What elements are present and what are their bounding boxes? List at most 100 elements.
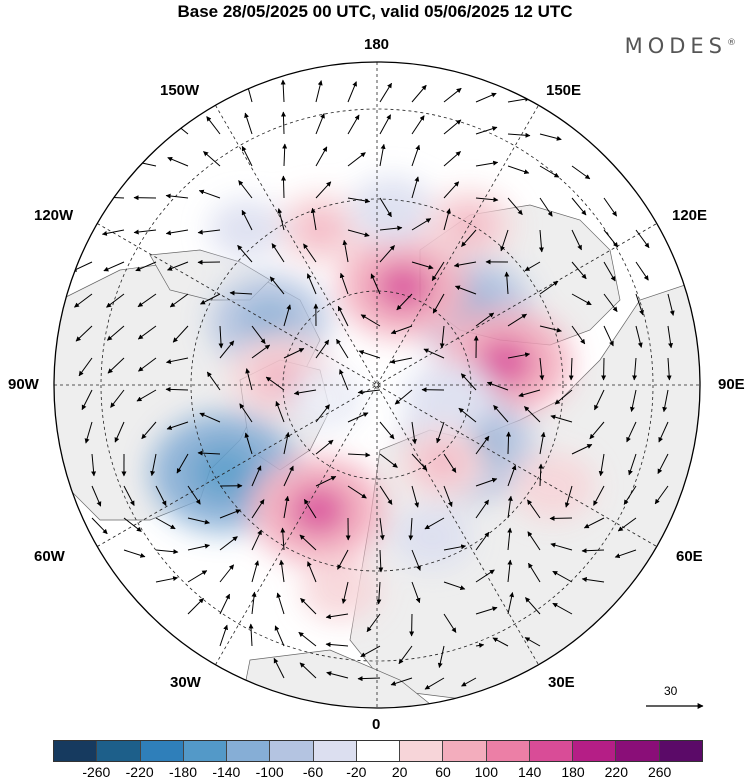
wind-arrow [443, 208, 451, 231]
wind-arrow [187, 517, 210, 525]
wind-arrow [300, 597, 317, 615]
wind-arrow [458, 407, 477, 423]
wind-arrow [539, 280, 559, 295]
wind-arrow [283, 304, 292, 327]
wind-arrow [376, 581, 382, 605]
wind-arrow [198, 189, 221, 199]
wind-arrow [110, 389, 125, 408]
wind-arrow [283, 348, 305, 359]
wind-arrow [137, 325, 157, 340]
wind-arrow [460, 373, 477, 391]
wind-arrow [411, 84, 427, 103]
wind-arrow [187, 570, 208, 583]
wind-arrow [629, 389, 637, 413]
wind-arrow [280, 111, 286, 135]
colorbar-swatch [529, 741, 574, 761]
wind-arrow [564, 485, 573, 508]
wind-arrow [299, 662, 317, 679]
wind-arrow [424, 517, 445, 530]
anomaly-core [414, 521, 451, 552]
anomaly-core [429, 380, 470, 415]
wind-arrow [378, 549, 384, 573]
wind-arrow [539, 325, 562, 333]
wind-arrow [203, 151, 221, 167]
wind-arrow [219, 564, 235, 583]
wind-arrow [628, 453, 637, 476]
colorbar-swatch [616, 741, 660, 761]
wind-arrow [623, 485, 637, 505]
wind-arrow [279, 559, 285, 583]
wind-arrow [103, 261, 125, 272]
wind-arrow [443, 119, 462, 135]
wind-arrow [539, 133, 562, 141]
wind-arrow [229, 290, 253, 296]
wind-arrow [199, 412, 221, 423]
colorbar-swatch [573, 741, 617, 761]
wind-arrow [550, 414, 573, 423]
wind-arrow [315, 113, 325, 135]
colorbar-tick-label: 260 [647, 764, 672, 780]
wind-arrow [662, 389, 669, 413]
wind-arrow [133, 229, 157, 235]
wind-arrow [299, 534, 317, 551]
colorbar-swatch [270, 741, 314, 761]
wind-arrow [248, 623, 254, 647]
wind-arrow [219, 340, 235, 359]
wind-arrow [239, 403, 253, 423]
wind-arrow [237, 245, 253, 263]
wind-arrow [274, 625, 285, 647]
wind-arrow [475, 160, 499, 167]
wind-arrow [74, 293, 93, 308]
wind-arrow [360, 314, 381, 327]
wind-arrow [568, 357, 574, 381]
wind-arrow [614, 549, 637, 559]
wind-arrow [486, 381, 509, 391]
wind-arrow [379, 485, 393, 505]
map-boundary [53, 61, 701, 709]
wind-arrow [219, 593, 230, 615]
lon-label-30e: 30E [548, 674, 575, 691]
colorbar-tick-label: -180 [168, 764, 198, 780]
wind-arrow [238, 180, 253, 199]
wind-arrow [539, 431, 546, 455]
colorbar-tick-label: 20 [391, 764, 408, 780]
wind-arrow [443, 453, 457, 473]
wind-arrow [326, 671, 349, 679]
colorbar-tick-label: -20 [346, 764, 367, 780]
wind-arrow [78, 357, 93, 377]
colorbar [53, 740, 703, 762]
wind-arrow [123, 517, 142, 532]
wind-arrow [339, 369, 349, 391]
wind-reference-label: 30 [664, 684, 678, 698]
colorbar-tick-label: 220 [604, 764, 629, 780]
wind-arrow [453, 261, 477, 268]
wind-arrow [524, 406, 541, 423]
wind-arrow [527, 531, 541, 551]
wind-arrow [539, 165, 560, 178]
wind-arrow [200, 293, 221, 305]
wind-arrow [347, 229, 370, 238]
wind-arrow [571, 325, 586, 345]
wind-arrow [91, 453, 97, 477]
colorbar-tick-label: -260 [82, 764, 111, 780]
colorbar-tick-label: -100 [255, 764, 284, 780]
wind-arrow [101, 229, 125, 236]
wind-arrow [339, 272, 349, 295]
wind-arrow [155, 549, 179, 555]
lon-label-60w: 60W [34, 548, 65, 565]
wind-arrow [507, 197, 523, 216]
wind-arrow [167, 156, 189, 167]
wind-arrow [244, 432, 253, 455]
wind-arrow [581, 548, 605, 554]
wind-arrow [493, 405, 509, 423]
wind-arrow [443, 581, 466, 591]
colorbar-tick-label: -140 [212, 764, 241, 780]
wind-arrow [357, 389, 381, 395]
wind-arrow [303, 498, 317, 519]
brand-logo: MODES® [625, 34, 736, 58]
wind-arrow [571, 165, 591, 180]
wind-arrow [107, 357, 125, 374]
wind-arrow [507, 559, 513, 583]
wind-arrow [106, 293, 125, 308]
colorbar-swatch [313, 741, 357, 761]
